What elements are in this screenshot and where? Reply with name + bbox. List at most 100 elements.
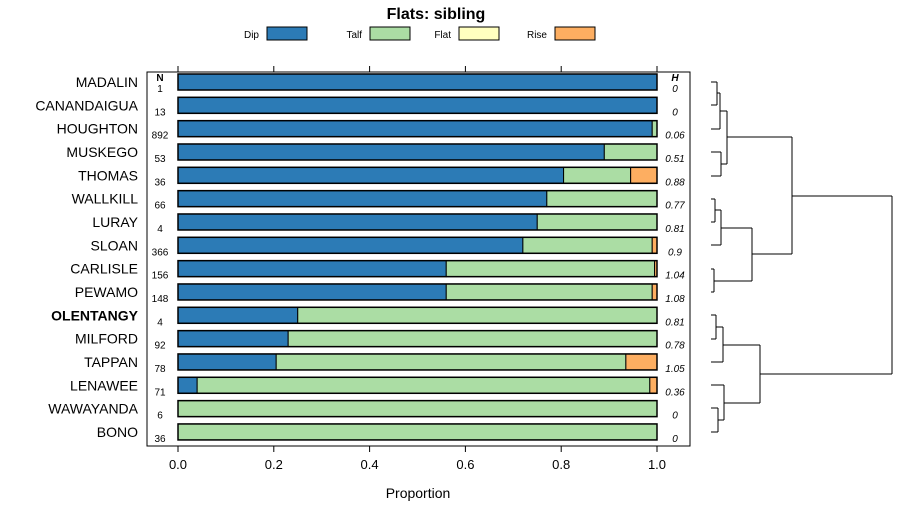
bar-segment-dip <box>177 376 198 394</box>
row-h-value: 0.06 <box>665 131 685 142</box>
row-n-value: 1 <box>157 84 163 95</box>
bar-outline <box>177 213 658 231</box>
row-n-value: 36 <box>154 434 166 445</box>
row-h-value: 0.78 <box>665 341 685 352</box>
row-label: LENAWEE <box>70 377 138 393</box>
bar-segment-talf <box>177 423 658 441</box>
x-tick-label: 1.0 <box>648 457 666 472</box>
row-label: TAPPAN <box>84 354 138 370</box>
bar-segment-dip <box>177 120 653 138</box>
row-n-value: 4 <box>157 224 163 235</box>
bar-outline <box>177 399 658 418</box>
dendrogram-link <box>727 136 793 255</box>
row-label: WALLKILL <box>72 191 139 207</box>
bar-outline <box>177 329 658 348</box>
bar-segment-talf <box>177 400 658 418</box>
row-label: THOMAS <box>78 167 138 183</box>
row-n-value: 13 <box>154 107 166 118</box>
dendrogram-link <box>711 81 718 106</box>
row-n-value: 78 <box>154 364 166 375</box>
row-h-value: 0.9 <box>668 247 682 258</box>
row-h-value: 1.08 <box>665 294 685 305</box>
dendrogram-link <box>760 195 893 375</box>
row-label: BONO <box>97 424 138 440</box>
bar-segment-dip <box>177 190 548 208</box>
row-n-value: 148 <box>152 294 169 305</box>
bar-segment-talf <box>275 353 627 371</box>
bar-segment-dip <box>177 306 299 324</box>
row-h-value: 0 <box>672 434 678 445</box>
bar-segment-dip <box>177 236 524 254</box>
bar-segment-talf <box>287 330 658 348</box>
bar-outline <box>177 423 658 441</box>
bar-segment-talf <box>546 190 658 208</box>
legend-swatch <box>369 26 411 41</box>
bar-outline <box>177 259 658 278</box>
row-label: LURAY <box>92 214 138 230</box>
row-label: WAWAYANDA <box>48 401 138 417</box>
row-n-value: 4 <box>157 317 163 328</box>
legend-swatch <box>266 26 308 41</box>
bar-segment-dip <box>177 166 565 184</box>
legend: Dip Talf Flat Rise <box>244 26 596 41</box>
row-h-value: 0.36 <box>665 387 685 398</box>
row-n-value: 53 <box>154 154 166 165</box>
bar-outline <box>177 143 658 161</box>
bar-segment-talf <box>445 283 653 301</box>
chart-title: Flats: sibling <box>387 6 486 23</box>
h-labels: 0 0 0.06 0.51 0.88 0.77 0.81 0.9 1.04 1.08 0.81 0.7… <box>665 84 685 445</box>
legend-label: Rise <box>527 30 547 41</box>
legend-swatch <box>458 26 500 41</box>
x-axis: 0.0 0.2 0.4 0.6 0.8 1.0 <box>169 66 666 472</box>
row-h-value: 0 <box>672 107 678 118</box>
row-h-value: 0 <box>672 411 678 422</box>
row-label: CANANDAIGUA <box>35 97 138 113</box>
row-label: OLENTANGY <box>51 307 139 323</box>
dendrogram-link <box>723 344 761 404</box>
row-n-value: 92 <box>154 341 166 352</box>
h-column-header: H <box>671 73 679 84</box>
row-n-value: 156 <box>152 271 169 282</box>
bar-segment-dip <box>177 260 447 278</box>
legend-label: Talf <box>346 30 362 41</box>
legend-swatch <box>554 26 596 41</box>
bar-segment-dip <box>177 96 658 114</box>
bar-segment-dip <box>177 353 277 371</box>
bars <box>177 73 658 441</box>
bar-segment-dip <box>177 330 289 348</box>
legend-label: Flat <box>434 30 451 41</box>
bar-segment-talf <box>297 306 658 324</box>
bar-segment-rise <box>630 166 658 184</box>
bar-outline <box>177 189 658 208</box>
bar-outline <box>177 166 658 185</box>
bar-segment-rise <box>649 376 658 394</box>
row-h-value: 1.05 <box>665 364 685 375</box>
bar-segment-dip <box>177 73 658 91</box>
bar-outline <box>177 353 658 371</box>
row-h-value: 1.04 <box>665 271 685 282</box>
bar-outline <box>177 306 658 325</box>
dendrogram-link <box>714 227 753 282</box>
row-label: MILFORD <box>75 331 138 347</box>
x-tick-label: 0.6 <box>456 457 474 472</box>
row-h-value: 0.81 <box>665 317 684 328</box>
dendrogram-link <box>711 151 722 177</box>
row-h-value: 0.88 <box>665 177 685 188</box>
row-n-value: 66 <box>154 201 166 212</box>
plot-frame <box>146 71 691 447</box>
dendrogram-link <box>711 268 715 293</box>
x-axis-label: Proportion <box>386 485 451 501</box>
dendrogram-link <box>711 407 719 433</box>
bar-outline <box>177 96 658 115</box>
dendrogram <box>711 81 893 433</box>
bar-segment-talf <box>522 236 653 254</box>
dendrogram-link <box>711 326 724 363</box>
row-n-value: 366 <box>152 247 169 258</box>
x-tick-label: 0.8 <box>552 457 570 472</box>
n-labels: 1 13 892 53 36 66 4 366 156 148 4 92 78 71 6 36 <box>152 84 169 445</box>
row-label: PEWAMO <box>75 284 138 300</box>
dendrogram-link <box>711 92 721 130</box>
legend-label: Dip <box>244 30 259 41</box>
row-label: MUSKEGO <box>66 144 138 160</box>
row-label: SLOAN <box>91 237 138 253</box>
